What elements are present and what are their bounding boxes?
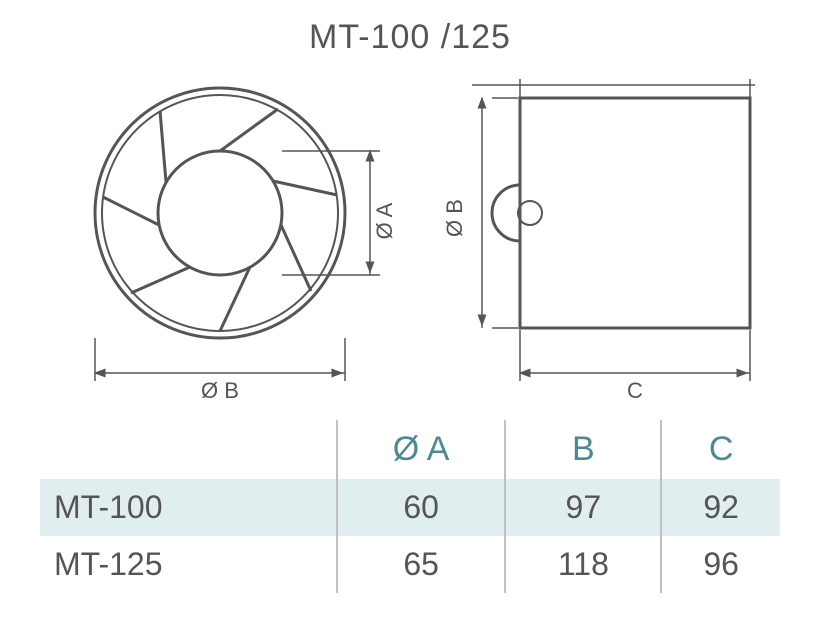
page: MT-100 /125 bbox=[0, 0, 820, 632]
dim-label-side-horizontal: C bbox=[627, 378, 643, 398]
dim-label-side-vertical: Ø B bbox=[442, 199, 467, 237]
col-header-a: Ø A bbox=[337, 420, 506, 479]
drawings-svg: Ø A Ø B Ø B bbox=[40, 58, 780, 398]
dimensions-table-wrap: Ø A B C MT-100 60 97 92 MT-125 65 118 96 bbox=[40, 420, 780, 593]
technical-drawings: Ø A Ø B Ø B bbox=[40, 58, 780, 398]
row-label: MT-125 bbox=[40, 536, 337, 593]
cell: 92 bbox=[661, 479, 780, 536]
row-label: MT-100 bbox=[40, 479, 337, 536]
cell: 96 bbox=[661, 536, 780, 593]
cell: 118 bbox=[505, 536, 661, 593]
front-view: Ø A Ø B bbox=[95, 88, 397, 398]
col-header-b: B bbox=[505, 420, 661, 479]
col-header-c: C bbox=[661, 420, 780, 479]
dimensions-table: Ø A B C MT-100 60 97 92 MT-125 65 118 96 bbox=[40, 420, 780, 593]
table-row: MT-125 65 118 96 bbox=[40, 536, 780, 593]
table-header-row: Ø A B C bbox=[40, 420, 780, 479]
cell: 60 bbox=[337, 479, 506, 536]
col-header-blank bbox=[40, 420, 337, 479]
dim-label-front-horizontal: Ø B bbox=[201, 378, 239, 398]
cell: 97 bbox=[505, 479, 661, 536]
table-row: MT-100 60 97 92 bbox=[40, 479, 780, 536]
page-title: MT-100 /125 bbox=[0, 18, 820, 57]
side-view: Ø B C bbox=[442, 79, 755, 398]
cell: 65 bbox=[337, 536, 506, 593]
dim-label-front-vertical: Ø A bbox=[372, 202, 397, 239]
